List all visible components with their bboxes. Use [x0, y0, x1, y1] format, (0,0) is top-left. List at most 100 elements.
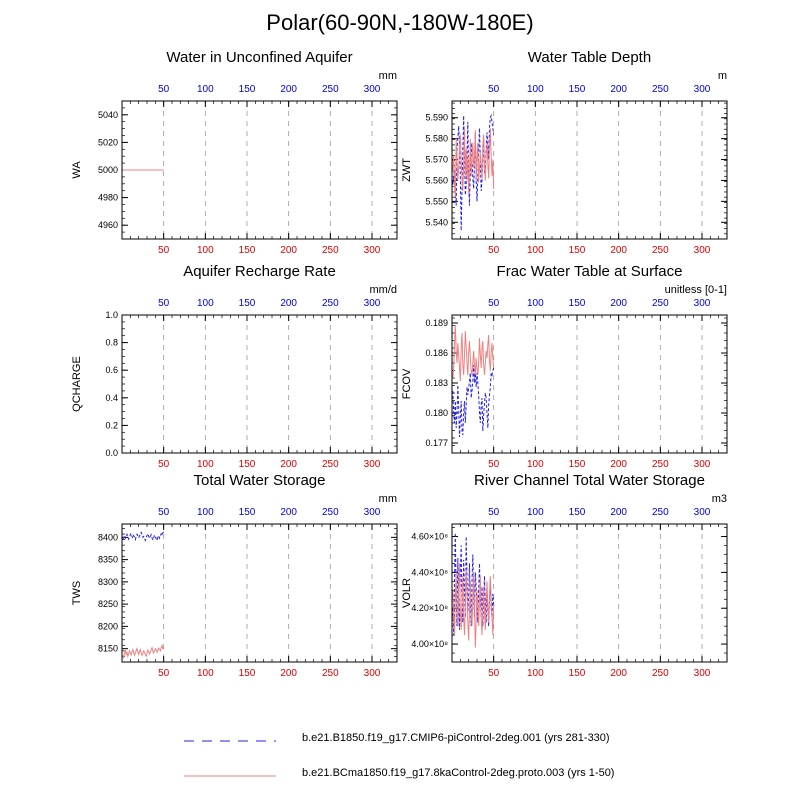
- x-tick-label-bottom: 200: [610, 459, 627, 470]
- panel-title: Aquifer Recharge Rate: [183, 263, 336, 280]
- x-tick-label-top: 200: [610, 507, 627, 518]
- x-tick-label-top: 250: [652, 298, 669, 309]
- panel-5: Total Water Storage mm TWS 50 50 100 100 150 150…: [71, 472, 398, 679]
- y-tick-label: 5.560: [425, 175, 448, 185]
- x-tick-label-bottom: 250: [322, 459, 339, 470]
- x-tick-label-top: 100: [197, 84, 214, 95]
- x-tick-label-bottom: 100: [197, 459, 214, 470]
- x-tick-label-bottom: 200: [610, 668, 627, 679]
- x-tick-label-top: 250: [322, 84, 339, 95]
- x-tick-label-bottom: 150: [239, 245, 256, 256]
- y-axis-label: VOLR: [401, 578, 413, 608]
- y-tick-label: 8250: [98, 599, 118, 609]
- units-label: mm: [379, 493, 397, 505]
- x-tick-label-bottom: 250: [322, 668, 339, 679]
- x-tick-label-bottom: 50: [158, 459, 170, 470]
- x-tick-label-bottom: 50: [488, 459, 500, 470]
- x-tick-label-bottom: 50: [488, 245, 500, 256]
- x-tick-label-top: 150: [239, 298, 256, 309]
- plot-frame: [121, 523, 398, 663]
- x-tick-label-top: 100: [527, 507, 544, 518]
- x-tick-label-bottom: 150: [239, 668, 256, 679]
- x-tick-label-bottom: 200: [280, 668, 297, 679]
- x-tick-label-top: 250: [652, 507, 669, 518]
- panel-title: Water in Unconfined Aquifer: [166, 49, 352, 66]
- x-tick-label-bottom: 250: [652, 245, 669, 256]
- y-tick-label: 1.0: [105, 310, 118, 320]
- y-tick-label: 0.8: [105, 338, 118, 348]
- y-tick-label: 4960: [98, 220, 118, 230]
- y-tick-label: 4980: [98, 193, 118, 203]
- x-tick-label-top: 50: [158, 298, 170, 309]
- series-line-case2: [452, 324, 495, 382]
- y-tick-label: 5.570: [425, 155, 448, 165]
- legend-entry-case1: b.e21.B1850.f19_g17.CMIP6-piControl-2deg…: [180, 731, 780, 751]
- plot-frame: [121, 314, 398, 454]
- legend-label-case2: b.e21.BCma1850.f19_g17.8kaControl-2deg.p…: [302, 767, 615, 779]
- x-tick-label-top: 200: [610, 298, 627, 309]
- y-tick-label: 0.0: [105, 448, 118, 458]
- x-tick-label-bottom: 100: [197, 245, 214, 256]
- units-label: mm/d: [370, 284, 398, 296]
- x-tick-label-top: 300: [364, 298, 381, 309]
- x-tick-label-top: 50: [488, 84, 500, 95]
- y-tick-label: 4.60×10⁸: [411, 532, 448, 542]
- y-axis-label: ZWT: [401, 158, 413, 182]
- series-line-case2: [452, 128, 495, 198]
- x-tick-label-bottom: 150: [569, 668, 586, 679]
- legend-swatch-case1: [184, 740, 276, 742]
- legend-entry-case2: b.e21.BCma1850.f19_g17.8kaControl-2deg.p…: [180, 766, 780, 786]
- x-tick-label-bottom: 200: [280, 459, 297, 470]
- x-tick-label-bottom: 300: [364, 668, 381, 679]
- plot-frame: [451, 314, 728, 454]
- x-tick-label-bottom: 300: [694, 245, 711, 256]
- legend-label-case1: b.e21.B1850.f19_g17.CMIP6-piControl-2deg…: [302, 732, 610, 744]
- panel-title: Total Water Storage: [193, 472, 325, 489]
- y-tick-label: 4.20×10⁸: [411, 603, 448, 613]
- plot-frame: [451, 523, 728, 663]
- y-tick-label: 8350: [98, 555, 118, 565]
- x-tick-label-top: 50: [158, 507, 170, 518]
- x-tick-label-top: 200: [280, 507, 297, 518]
- y-tick-label: 8200: [98, 621, 118, 631]
- x-tick-label-top: 250: [322, 298, 339, 309]
- y-tick-label: 5.540: [425, 217, 448, 227]
- series-line-case1: [122, 531, 165, 542]
- y-tick-label: 5040: [98, 110, 118, 120]
- x-tick-label-bottom: 50: [488, 668, 500, 679]
- y-tick-label: 8150: [98, 644, 118, 654]
- x-tick-label-bottom: 150: [569, 459, 586, 470]
- y-tick-label: 4.00×10⁸: [411, 639, 448, 649]
- panel-3: Aquifer Recharge Rate mm/d QCHARGE 50 50 100 1…: [71, 263, 398, 470]
- x-tick-label-top: 300: [364, 84, 381, 95]
- x-tick-label-bottom: 100: [527, 459, 544, 470]
- x-tick-label-top: 200: [280, 298, 297, 309]
- series-line-case2: [452, 563, 495, 648]
- y-tick-label: 0.189: [425, 318, 448, 328]
- y-tick-label: 8300: [98, 577, 118, 587]
- x-tick-label-bottom: 100: [527, 668, 544, 679]
- plot-frame: [451, 100, 728, 240]
- x-tick-label-bottom: 250: [652, 459, 669, 470]
- y-tick-label: 5000: [98, 165, 118, 175]
- panel-4: Frac Water Table at Surface unitless [0-1…: [401, 263, 728, 470]
- y-axis-label: QCHARGE: [71, 356, 83, 412]
- x-tick-label-top: 300: [364, 507, 381, 518]
- y-tick-label: 8400: [98, 532, 118, 542]
- y-tick-label: 4.40×10⁸: [411, 567, 448, 577]
- units-label: mm: [379, 70, 397, 82]
- x-tick-label-top: 150: [569, 84, 586, 95]
- y-tick-label: 0.183: [425, 378, 448, 388]
- x-tick-label-top: 100: [197, 507, 214, 518]
- plot-frame: [121, 100, 398, 240]
- x-tick-label-bottom: 150: [239, 459, 256, 470]
- units-label: unitless [0-1]: [665, 284, 727, 296]
- y-tick-label: 0.4: [105, 393, 118, 403]
- panel-2: Water Table Depth m ZWT 50 50 100 100 150 150 200…: [401, 49, 728, 256]
- x-tick-label-top: 50: [488, 298, 500, 309]
- series-line-case2: [122, 643, 165, 660]
- x-tick-label-top: 150: [239, 84, 256, 95]
- chart-grid: Water in Unconfined Aquifer mm WA 50 50 100 10…: [71, 49, 728, 679]
- x-tick-label-top: 200: [280, 84, 297, 95]
- x-tick-label-bottom: 200: [280, 245, 297, 256]
